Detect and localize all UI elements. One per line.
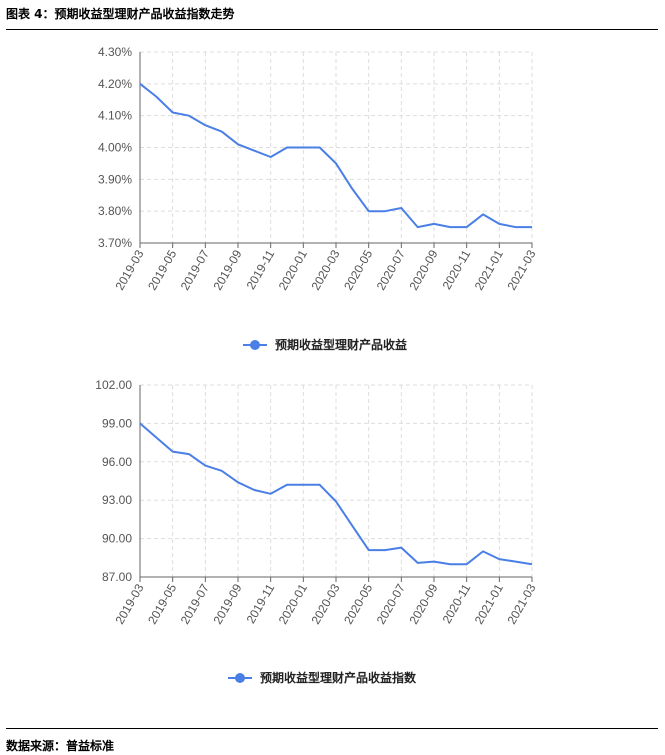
x-tick-label: 2019-09 [210,247,244,292]
y-tick-label: 99.00 [102,416,132,430]
x-tick-label: 2019-05 [145,247,179,292]
x-tick-label: 2020-09 [406,581,440,626]
y-tick-label: 4.10% [98,109,132,123]
x-tick-label: 2020-07 [374,581,408,626]
x-tick-label: 2020-05 [341,247,375,292]
legend-marker [250,340,260,350]
x-tick-label: 2020-07 [374,247,408,292]
x-tick-label: 2019-03 [112,247,146,292]
top-rule [6,29,658,30]
x-tick-label: 2019-07 [178,581,212,626]
y-tick-label: 4.00% [98,141,132,155]
y-tick-label: 90.00 [102,532,132,546]
y-tick-label: 3.90% [98,172,132,186]
yield-chart: 3.70% 3.80% 3.90% 4.00% 4.10% 4.20% 4.30% 2019-… [98,45,539,352]
y-tick-label: 93.00 [102,493,132,507]
x-tick-label: 2019-11 [244,247,278,292]
x-tick-label: 2020-11 [440,247,474,292]
x-tick-label: 2019-07 [178,247,212,292]
x-tick-label: 2021-03 [504,581,538,626]
x-tick-label: 2019-11 [244,581,278,626]
x-tick-label: 2020-03 [308,247,342,292]
x-tick-label: 2020-09 [406,247,440,292]
legend-label: 预期收益型理财产品收益指数 [260,670,417,685]
x-tick-label: 2019-09 [210,581,244,626]
bottom-rule [6,728,658,729]
y-tick-label: 3.80% [98,204,132,218]
y-tick-label: 96.00 [102,455,132,469]
legend-label: 预期收益型理财产品收益 [275,337,407,352]
y-tick-label: 102.00 [95,378,132,392]
series-line [139,83,532,229]
x-tick-label: 2021-01 [472,247,506,292]
y-tick-label: 4.20% [98,77,132,91]
x-tick-label: 2021-01 [472,581,506,626]
x-tick-label: 2021-03 [504,247,538,292]
data-source: 数据来源：普益标准 [6,739,115,753]
x-tick-label: 2020-11 [440,581,474,626]
index-chart: 87.0090.0093.0096.0099.00102.002019-0320… [95,378,538,685]
x-tick-label: 2019-03 [112,581,146,626]
figure-title: 图表 4：预期收益型理财产品收益指数走势 [6,7,235,21]
y-tick-label: 4.30% [98,45,132,59]
y-tick-label: 87.00 [102,570,132,584]
x-tick-label: 2020-01 [276,247,310,292]
series-line [139,422,533,566]
legend-marker [235,673,245,683]
x-tick-label: 2020-05 [341,581,375,626]
x-tick-label: 2020-01 [276,581,310,626]
y-tick-label: 3.70% [98,236,132,250]
x-tick-label: 2020-03 [308,581,342,626]
x-tick-label: 2019-05 [145,581,179,626]
